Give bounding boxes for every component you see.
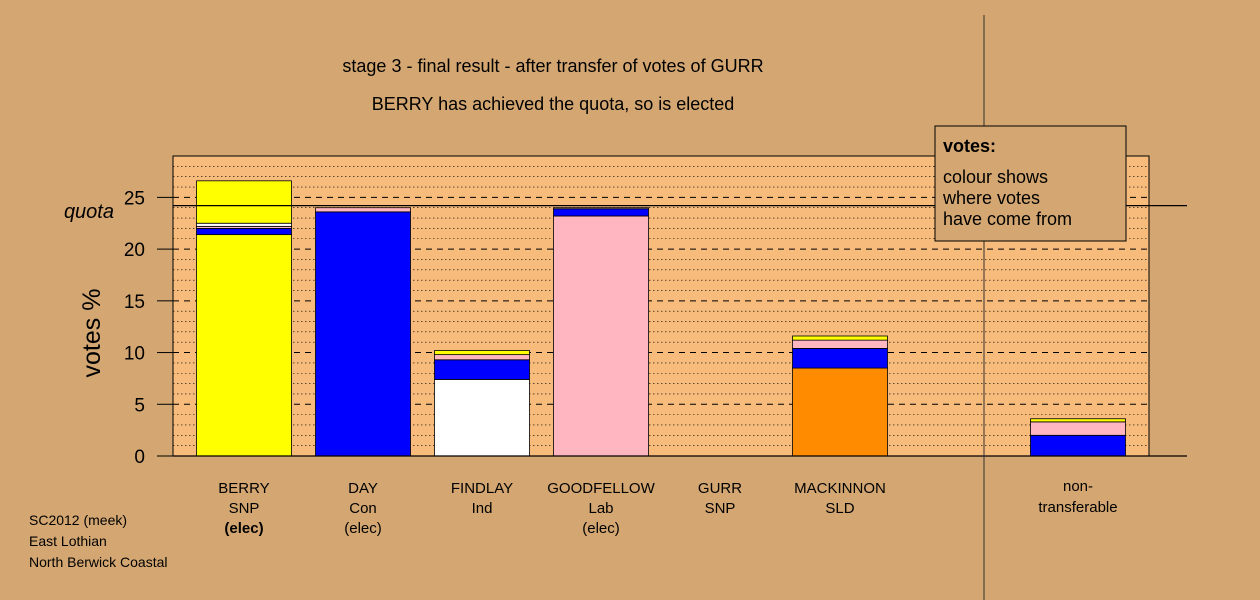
bar-findlay-segment-4	[434, 350, 530, 356]
label-gurr-name: GURR	[698, 480, 742, 497]
bar-goodfellow-segment-2	[553, 208, 649, 217]
chart-title: stage 3 - final result - after transfer …	[342, 56, 763, 76]
bar-nontransferable-segment-3	[1030, 418, 1126, 423]
bar-berry-segment-1	[196, 234, 292, 457]
label-nontransferable-2: transferable	[1038, 499, 1117, 516]
chart-subtitle: BERRY has achieved the quota, so is elec…	[372, 94, 735, 114]
legend-box	[934, 125, 1127, 242]
bar-berry-segment-4	[196, 222, 292, 227]
label-berry-party: SNP	[229, 500, 260, 517]
footer: SC2012 (meek) East Lothian North Berwick…	[29, 512, 168, 570]
label-nontransferable-1: non-	[1063, 478, 1093, 495]
label-goodfellow-name: GOODFELLOW	[547, 480, 655, 497]
bar-mackinnon-segment-2	[792, 348, 888, 369]
label-gurr-party: SNP	[705, 500, 736, 517]
y-tick-label: 20	[124, 240, 145, 261]
bar-berry-segment-5	[196, 180, 292, 224]
bar-goodfellow-segment-3	[553, 207, 649, 210]
bar-mackinnon-segment-1	[792, 367, 888, 457]
bar-findlay-segment-3	[434, 354, 530, 361]
label-goodfellow-party: Lab	[588, 500, 613, 517]
bar-findlay-segment-2	[434, 359, 530, 380]
bar-mackinnon-segment-3	[792, 339, 888, 349]
bar-nontransferable-segment-2	[1030, 421, 1126, 436]
label-findlay-name: FINDLAY	[451, 480, 513, 497]
footer-line-3: North Berwick Coastal	[29, 554, 168, 570]
bar-findlay-segment-1	[434, 379, 530, 457]
y-tick-label: 0	[134, 447, 145, 468]
y-tick-label: 15	[124, 292, 145, 313]
label-findlay-party: Ind	[472, 500, 493, 517]
footer-line-2: East Lothian	[29, 533, 107, 549]
quota-label: quota	[64, 201, 114, 223]
y-tick-label: 25	[124, 188, 145, 209]
y-tick-label: 10	[124, 344, 145, 365]
bar-berry-segment-2	[196, 228, 292, 236]
legend: votes: colour shows where votes have com…	[934, 125, 1127, 242]
y-tick-label: 5	[134, 395, 145, 416]
footer-line-1: SC2012 (meek)	[29, 512, 127, 528]
label-mackinnon-party: SLD	[825, 500, 854, 517]
label-day-name: DAY	[348, 480, 378, 497]
label-day-party: Con	[349, 500, 377, 517]
bar-day-segment-1	[315, 211, 411, 457]
bar-goodfellow-segment-1	[553, 215, 649, 457]
bars	[196, 180, 1126, 457]
bar-day-segment-2	[315, 207, 411, 213]
label-goodfellow-status: (elec)	[582, 520, 620, 537]
label-mackinnon-name: MACKINNON	[794, 480, 886, 497]
candidate-labels: BERRY SNP (elec) DAY Con (elec) FINDLAY Ind GOOD…	[218, 478, 1117, 537]
label-berry-status: (elec)	[224, 520, 263, 537]
legend-title: votes:	[943, 136, 996, 156]
label-berry-name: BERRY	[218, 480, 269, 497]
legend-line-3: have come from	[943, 209, 1072, 229]
legend-line-1: colour shows	[943, 167, 1048, 187]
bar-mackinnon-segment-4	[792, 335, 888, 341]
axes: 0 5 10 15 20 25	[124, 188, 1187, 468]
label-day-status: (elec)	[344, 520, 382, 537]
legend-line-2: where votes	[942, 188, 1040, 208]
bar-nontransferable-segment-1	[1030, 434, 1126, 457]
y-axis-label: votes %	[78, 289, 106, 378]
